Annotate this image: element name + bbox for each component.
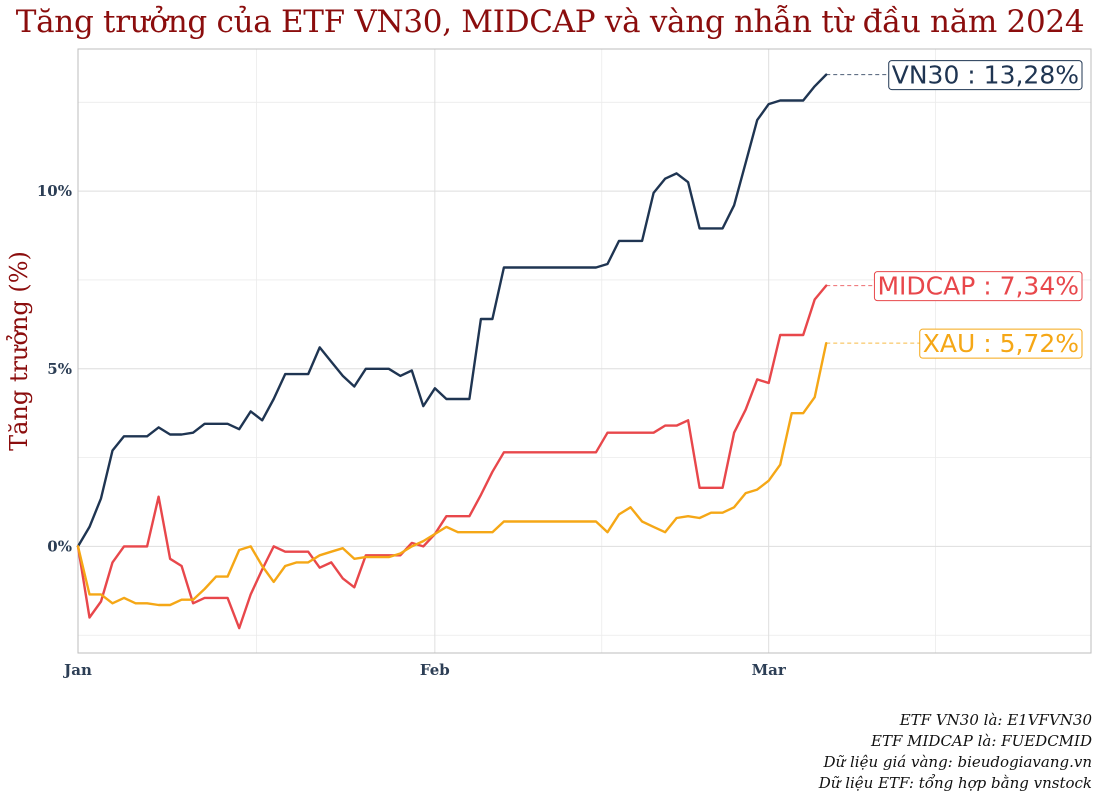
- x-tick-label: Feb: [420, 661, 450, 679]
- series-line-midcap: [76, 284, 828, 630]
- series-line-vn30: [76, 73, 828, 548]
- line-chart: VN30 : 13,28% MIDCAP : 7,34% XAU : 5,72% J…: [5, 48, 1092, 679]
- caption-line: ETF MIDCAP là: FUEDCMID: [871, 732, 1092, 750]
- caption: ETF VN30 là: E1VFVN30 ETF MIDCAP là: FUE…: [819, 710, 1092, 794]
- end-label-box: [888, 60, 1083, 91]
- end-label-xau: XAU : 5,72%: [923, 329, 1079, 358]
- y-axis-ticks: 0% 5% 10%: [37, 182, 72, 555]
- x-tick-label: Jan: [62, 661, 92, 679]
- caption-line: ETF VN30 là: E1VFVN30: [899, 711, 1092, 729]
- minor-gridlines: [78, 49, 1091, 653]
- series-lines: [76, 73, 828, 630]
- plot-panel-border: [77, 48, 1092, 654]
- x-axis-ticks: Jan Feb Mar: [62, 661, 787, 679]
- chart-title: Tăng trưởng của ETF VN30, MIDCAP và vàng…: [15, 4, 1085, 40]
- y-tick-label: 0%: [47, 537, 72, 555]
- end-label-vn30: VN30 : 13,28%: [892, 61, 1079, 90]
- series-end-labels: VN30 : 13,28% MIDCAP : 7,34% XAU : 5,72%: [826, 60, 1083, 359]
- series-line-xau: [76, 342, 828, 607]
- y-axis-label: Tăng trưởng (%): [5, 251, 33, 451]
- end-label-box: [873, 271, 1083, 302]
- end-label-midcap: MIDCAP : 7,34%: [877, 272, 1079, 301]
- caption-line: Dữ liệu giá vàng: bieudogiavang.vn: [823, 753, 1092, 771]
- y-tick-label: 10%: [37, 182, 72, 200]
- caption-line: Dữ liệu ETF: tổng hợp bằng vnstock: [818, 774, 1092, 792]
- y-tick-label: 5%: [47, 360, 72, 378]
- x-tick-label: Mar: [752, 661, 787, 679]
